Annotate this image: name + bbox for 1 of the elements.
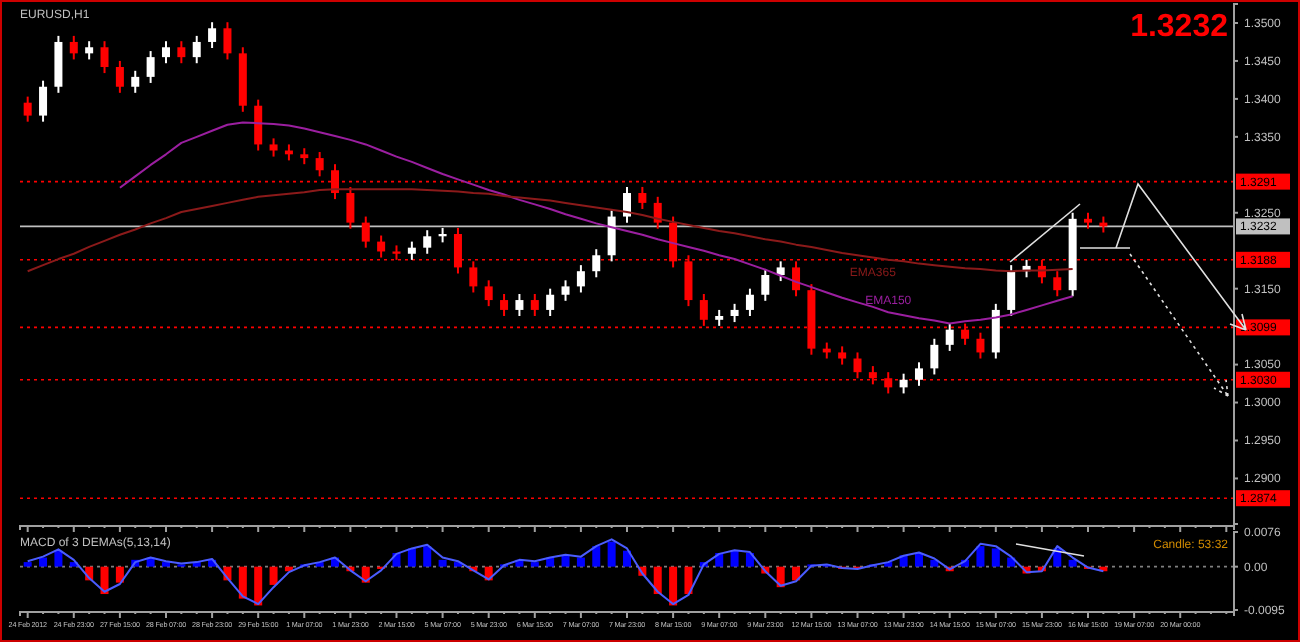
annotation: 1.3232 xyxy=(1130,10,1229,44)
